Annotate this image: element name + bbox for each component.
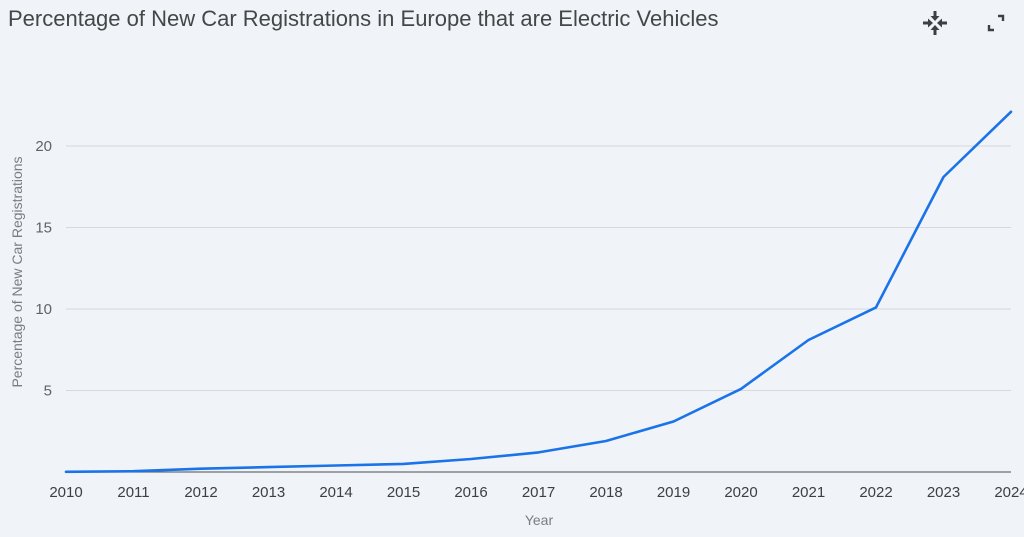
x-tick-label: 2021 (792, 484, 825, 501)
x-tick-label: 2017 (522, 484, 555, 501)
gridlines (66, 145, 1011, 391)
y-tick-label: 20 (35, 138, 52, 155)
x-tick-label: 2015 (387, 484, 420, 501)
x-tick-label: 2014 (319, 484, 352, 501)
x-tick-label: 2024 (994, 484, 1024, 501)
x-axis-ticks: 2010 2011 2012 2013 2014 2015 2016 2017 2018 2019… (49, 484, 1024, 501)
x-tick-label: 2018 (589, 484, 622, 501)
y-tick-label: 10 (35, 301, 52, 318)
y-tick-label: 5 (44, 383, 52, 400)
expand-corners-icon (987, 14, 1005, 32)
collapse-button[interactable] (920, 8, 950, 38)
y-tick-label: 15 (35, 220, 52, 237)
x-tick-label: 2019 (657, 484, 690, 501)
x-tick-label: 2023 (927, 484, 960, 501)
expand-button[interactable] (981, 8, 1011, 38)
x-tick-label: 2010 (49, 484, 82, 501)
x-axis-title: Year (525, 512, 554, 528)
y-axis-title: Percentage of New Car Registrations (9, 156, 25, 387)
x-tick-label: 2022 (859, 484, 892, 501)
x-tick-label: 2012 (184, 484, 217, 501)
y-axis-ticks: 5 10 15 20 (35, 138, 52, 400)
series-line-0 (64, 110, 1013, 474)
collapse-arrows-icon (923, 11, 947, 35)
x-tick-label: 2013 (252, 484, 285, 501)
chart-title: Percentage of New Car Registrations in E… (8, 6, 719, 31)
x-tick-label: 2020 (724, 484, 757, 501)
x-tick-label: 2016 (454, 484, 487, 501)
series-layer (64, 110, 1013, 474)
x-tick-label: 2011 (117, 484, 149, 501)
